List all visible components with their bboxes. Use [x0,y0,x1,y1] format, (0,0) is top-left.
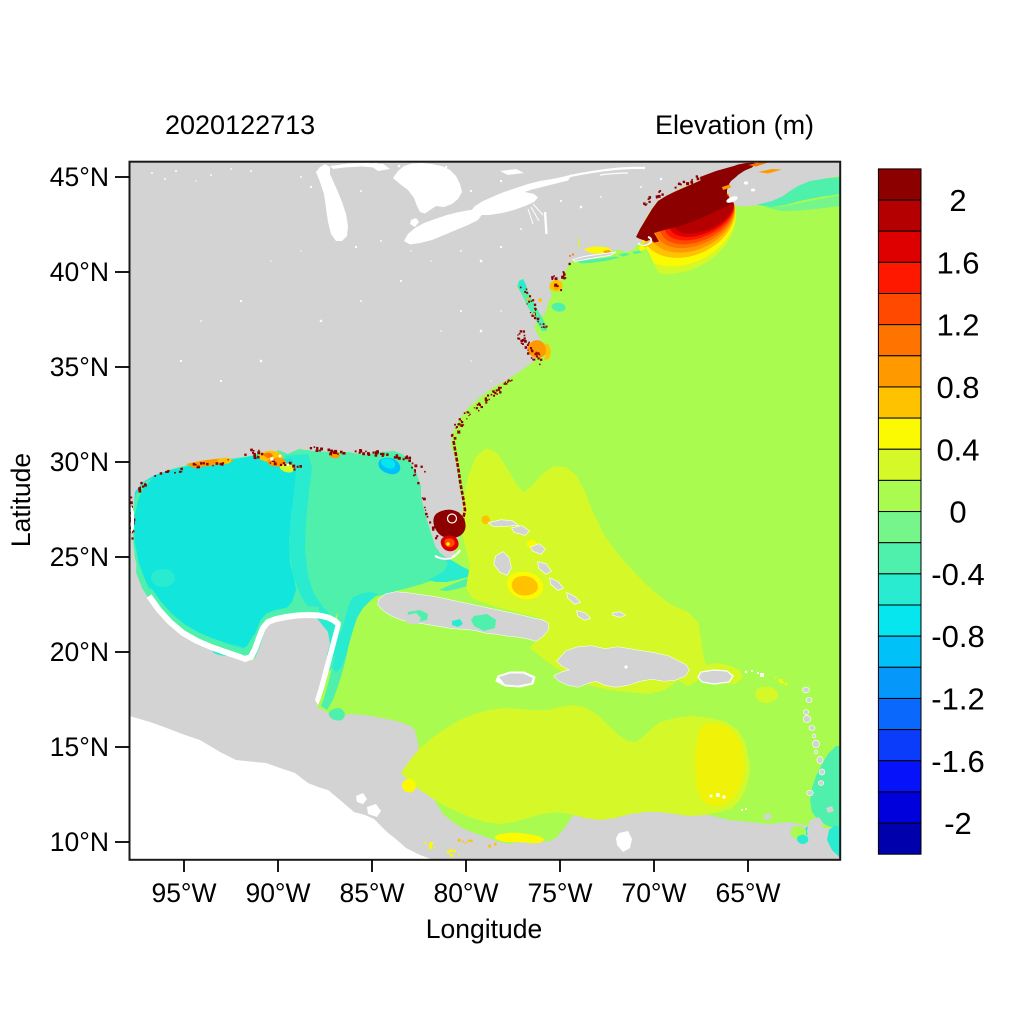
svg-text:95°W: 95°W [151,878,216,908]
svg-text:-0.8: -0.8 [931,619,984,654]
svg-text:30°N: 30°N [50,447,109,477]
svg-text:0.4: 0.4 [936,432,979,467]
svg-text:45°N: 45°N [50,162,109,192]
svg-text:15°N: 15°N [50,732,109,762]
svg-text:0.8: 0.8 [936,370,979,405]
svg-text:-1.2: -1.2 [931,682,984,717]
svg-text:1.6: 1.6 [936,245,979,280]
svg-text:20°N: 20°N [50,637,109,667]
svg-text:75°W: 75°W [527,878,592,908]
svg-text:90°W: 90°W [245,878,310,908]
svg-text:-2: -2 [944,806,972,841]
svg-text:40°N: 40°N [50,257,109,287]
svg-text:Elevation (m): Elevation (m) [655,110,814,140]
svg-text:-0.4: -0.4 [931,557,984,592]
svg-text:2020122713: 2020122713 [165,110,315,140]
svg-text:Latitude: Latitude [6,453,36,547]
svg-text:1.2: 1.2 [936,308,979,343]
svg-text:80°W: 80°W [433,878,498,908]
svg-text:-1.6: -1.6 [931,744,984,779]
svg-text:10°N: 10°N [50,827,109,857]
svg-text:0: 0 [949,495,966,530]
svg-text:25°N: 25°N [50,542,109,572]
svg-text:35°N: 35°N [50,352,109,382]
svg-text:65°W: 65°W [715,878,780,908]
svg-text:85°W: 85°W [339,878,404,908]
svg-text:2: 2 [949,183,966,218]
svg-text:Longitude: Longitude [426,914,542,944]
svg-text:70°W: 70°W [621,878,686,908]
